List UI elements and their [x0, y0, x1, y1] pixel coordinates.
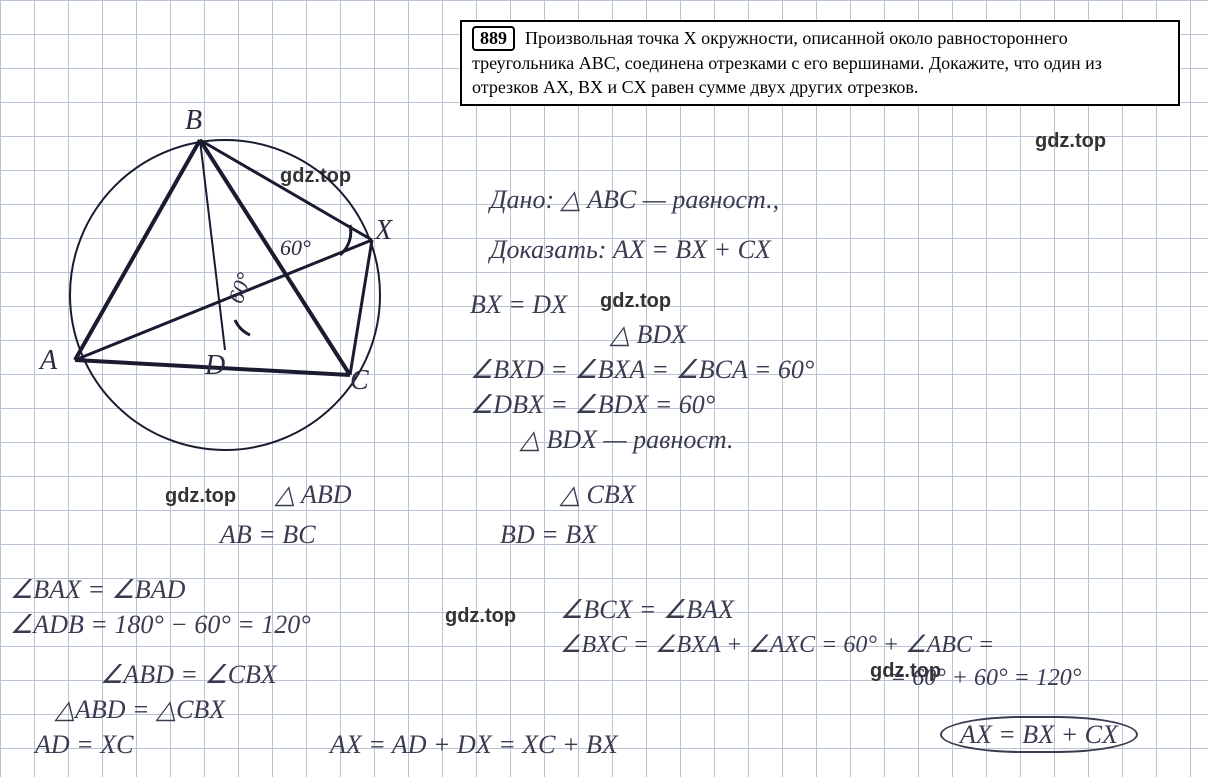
line-tri-bdx: △ BDX: [610, 320, 687, 350]
line-bxc: ∠BXC = ∠BXA + ∠AXC = 60° + ∠ABC =: [560, 630, 994, 659]
line-bd-bx: BD = BX: [500, 520, 597, 550]
final-answer: AX = BX + CX: [940, 716, 1138, 753]
line-cbx: △ CBX: [560, 480, 636, 510]
line-dbx: ∠DBX = ∠BDX = 60°: [470, 390, 715, 420]
line-dokazat: Доказать: AX = BX + CX: [490, 235, 771, 265]
problem-box: 889 Произвольная точка X окружности, опи…: [460, 20, 1180, 106]
label-C: C: [350, 365, 369, 397]
watermark: gdz.top: [600, 290, 671, 313]
problem-number: 889: [472, 26, 515, 51]
label-D: D: [205, 350, 225, 382]
label-X: X: [375, 215, 392, 247]
line-abd-cbx: ∠ABD = ∠CBX: [100, 660, 277, 690]
line-ax-sum: AX = AD + DX = XC + BX: [330, 730, 618, 760]
line-tri-eq: △ABD = △CBX: [55, 695, 225, 725]
line-dano: Дано: △ ABC — равност.,: [490, 185, 779, 215]
line-ad-xc: AD = XC: [35, 730, 133, 760]
label-A: A: [40, 345, 57, 377]
line-abd: △ ABD: [275, 480, 352, 510]
watermark: gdz.top: [445, 605, 516, 628]
geometry-figure: B A C X D 60° 60°: [50, 120, 400, 460]
line-bxd: ∠BXD = ∠BXA = ∠BCA = 60°: [470, 355, 814, 385]
line-final: AX = BX + CX: [940, 720, 1138, 750]
line-bdx-equi: △ BDX — равност.: [520, 425, 733, 455]
label-angle60a: 60°: [280, 235, 311, 261]
label-B: B: [185, 105, 202, 137]
line-adb: ∠ADB = 180° − 60° = 120°: [10, 610, 311, 640]
line-ab-bc: AB = BC: [220, 520, 316, 550]
line-bx-dx: BX = DX: [470, 290, 567, 320]
problem-text: Произвольная точка X окружности, описанн…: [472, 28, 1102, 97]
line-bax: ∠BAX = ∠BAD: [10, 575, 185, 605]
watermark: gdz.top: [1035, 130, 1106, 153]
line-bxc2: = 60° + 60° = 120°: [890, 665, 1081, 692]
watermark: gdz.top: [165, 485, 236, 508]
line-bcx: ∠BCX = ∠BAX: [560, 595, 734, 625]
